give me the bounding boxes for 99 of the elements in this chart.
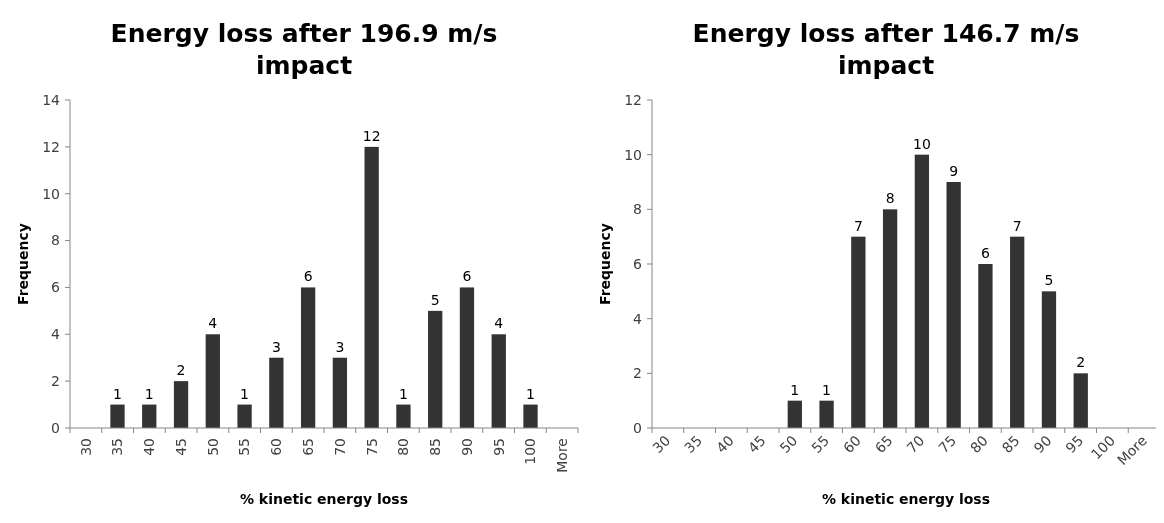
y-tick-label: 14	[42, 91, 61, 108]
data-label: 6	[303, 268, 313, 285]
bar	[946, 182, 961, 428]
y-tick-label: 6	[51, 279, 61, 296]
bar	[787, 400, 802, 428]
x-tick-label: 95	[1062, 432, 1087, 457]
data-label: 4	[208, 315, 218, 332]
y-tick-label: 12	[42, 138, 60, 155]
data-label: 2	[176, 362, 186, 379]
x-tick-label: 75	[363, 438, 380, 456]
bar	[237, 404, 252, 428]
data-label: 8	[885, 190, 895, 207]
data-label: 1	[113, 385, 122, 402]
x-axis-title: % kinetic energy loss	[821, 491, 991, 507]
x-tick-label: 45	[744, 432, 769, 457]
x-tick-label: 70	[903, 432, 928, 457]
bar	[851, 236, 866, 428]
bar	[459, 287, 475, 428]
x-tick-label: 90	[458, 438, 475, 456]
data-label: 1	[790, 381, 800, 398]
bar	[491, 334, 506, 428]
x-tick-label: 85	[427, 438, 444, 456]
bar	[523, 404, 538, 428]
y-tick-label: 0	[51, 419, 60, 436]
data-label: 1	[526, 385, 535, 402]
y-axis-title: Frequency	[597, 223, 613, 305]
x-tick-label: 90	[1030, 432, 1055, 457]
x-tick-label: 80	[395, 438, 412, 456]
x-tick-label: 70	[331, 438, 348, 456]
x-axis-title: % kinetic energy loss	[239, 491, 409, 507]
data-label: 5	[1044, 272, 1054, 289]
x-tick-label: 75	[935, 432, 960, 457]
data-label: 3	[335, 338, 345, 355]
bar	[205, 334, 220, 428]
bar	[142, 404, 157, 428]
bar	[882, 209, 898, 428]
y-tick-label: 10	[42, 185, 60, 202]
data-label: 5	[430, 291, 440, 308]
chart-title: Energy loss after 196.9 m/s impact	[110, 19, 498, 80]
data-label: 1	[240, 385, 250, 402]
y-tick-label: 4	[51, 326, 61, 343]
x-tick-label: 95	[490, 438, 507, 456]
bar	[914, 154, 930, 428]
x-tick-label: 30	[649, 432, 674, 457]
data-label: 6	[462, 268, 472, 285]
x-tick-label: 30	[77, 438, 94, 456]
x-tick-label: 50	[776, 432, 801, 457]
x-tick-label: 55	[808, 432, 833, 457]
y-tick-label: 6	[633, 255, 643, 272]
bar	[978, 264, 993, 428]
x-tick-label: More	[554, 438, 571, 473]
y-tick-label: 10	[624, 146, 642, 163]
x-tick-label: 85	[998, 432, 1023, 457]
bar	[269, 357, 284, 428]
data-label: 7	[1012, 217, 1022, 234]
x-tick-label: 60	[840, 432, 864, 457]
data-label: 9	[949, 163, 959, 179]
y-tick-label: 2	[633, 365, 642, 382]
x-tick-label: 100	[522, 438, 539, 465]
data-label: 1	[398, 385, 408, 402]
data-label: 7	[853, 217, 863, 234]
bar	[396, 404, 411, 428]
x-tick-label: 35	[681, 432, 706, 457]
bar	[819, 400, 834, 428]
y-tick-label: 2	[51, 373, 60, 390]
x-tick-label: 65	[871, 432, 896, 457]
y-axis-title: Frequency	[15, 223, 31, 305]
bar	[364, 146, 379, 428]
data-label: 1	[822, 381, 832, 398]
data-label: 2	[1076, 354, 1086, 371]
x-tick-label: 45	[172, 438, 189, 456]
bar	[1041, 291, 1057, 428]
x-tick-label: 50	[204, 438, 221, 456]
data-label: 1	[144, 385, 154, 402]
x-tick-label: 40	[141, 438, 158, 456]
chart-title: Energy loss after 146.7 m/s impact	[692, 19, 1080, 80]
bar	[1073, 373, 1088, 428]
bar	[300, 287, 316, 428]
y-tick-label: 8	[633, 201, 642, 218]
y-tick-label: 0	[633, 419, 642, 436]
y-tick-label: 8	[51, 232, 60, 249]
bar	[173, 381, 189, 428]
data-label: 3	[271, 338, 281, 355]
x-tick-label: 55	[236, 438, 253, 456]
x-tick-label: 60	[268, 438, 285, 456]
bar	[110, 404, 125, 428]
bar	[1010, 236, 1025, 428]
data-label: 10	[912, 135, 931, 152]
bar	[332, 357, 348, 428]
bar	[428, 310, 443, 428]
x-tick-label: 80	[967, 432, 992, 457]
data-label: 12	[362, 127, 381, 144]
x-tick-label: 65	[300, 438, 317, 456]
x-tick-label: 35	[109, 438, 126, 456]
data-label: 4	[494, 315, 504, 332]
y-tick-label: 12	[624, 91, 642, 108]
y-tick-label: 4	[633, 310, 643, 327]
data-label: 6	[980, 245, 990, 261]
x-tick-label: 40	[712, 432, 737, 457]
